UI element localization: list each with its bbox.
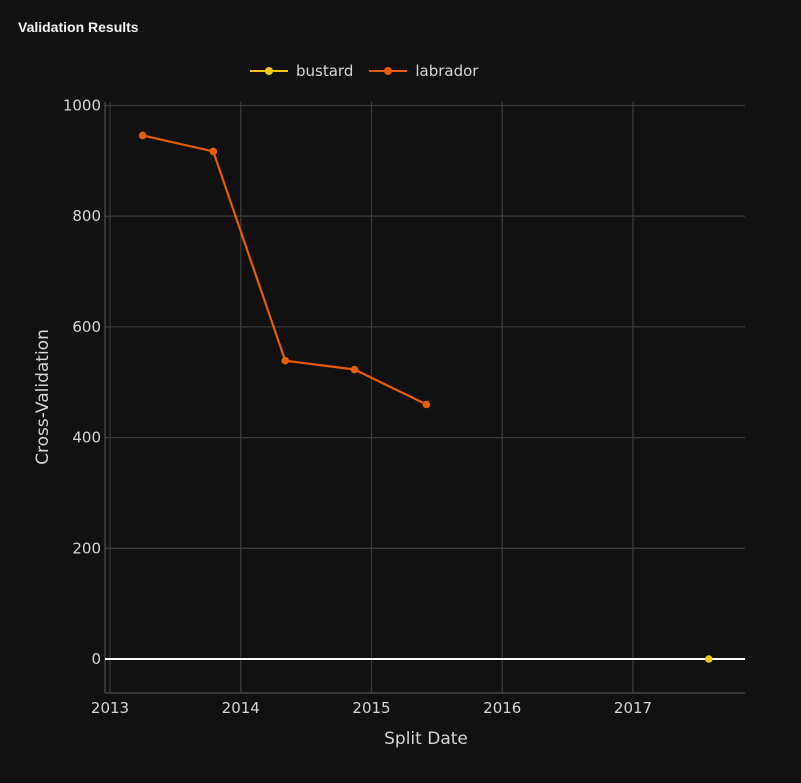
legend-label: labrador — [415, 62, 479, 80]
y-axis-label: Cross-Validation — [33, 329, 53, 465]
gridlines — [105, 102, 745, 693]
x-tick-label: 2016 — [483, 699, 521, 717]
y-tick-label: 0 — [91, 650, 101, 668]
legend-item-labrador[interactable]: labrador — [369, 62, 478, 80]
y-tick-label: 200 — [72, 539, 101, 557]
x-axis-label: Split Date — [384, 729, 468, 749]
x-tick-label: 2017 — [614, 699, 652, 717]
y-tick-label: 400 — [72, 429, 101, 447]
data-point-labrador[interactable] — [350, 365, 359, 374]
data-point-labrador[interactable] — [209, 147, 218, 156]
legend-item-bustard[interactable]: bustard — [250, 62, 353, 80]
data-point-labrador[interactable] — [138, 131, 147, 140]
line-marker-icon — [369, 65, 408, 77]
data-point-bustard[interactable] — [705, 655, 713, 663]
y-tick-label: 1000 — [63, 97, 101, 115]
x-tick-label: 2015 — [352, 699, 390, 717]
line-marker-icon — [250, 65, 288, 77]
y-tick-label: 600 — [72, 318, 101, 336]
y-tick-label: 800 — [72, 207, 101, 225]
data-point-labrador[interactable] — [422, 400, 431, 409]
chart-title: Validation Results — [18, 19, 139, 35]
series-line-labrador — [142, 134, 427, 406]
x-tick-label: 2013 — [91, 699, 129, 717]
series-layer — [138, 131, 713, 663]
legend-label: bustard — [296, 62, 354, 80]
data-point-labrador[interactable] — [281, 356, 290, 365]
axes — [104, 102, 745, 694]
legend: bustard labrador — [250, 60, 494, 82]
tick-labels: 0 200 400 600 800 1000 2013 2014 2015 2016 2017 — [63, 97, 652, 718]
x-tick-label: 2014 — [222, 699, 260, 717]
